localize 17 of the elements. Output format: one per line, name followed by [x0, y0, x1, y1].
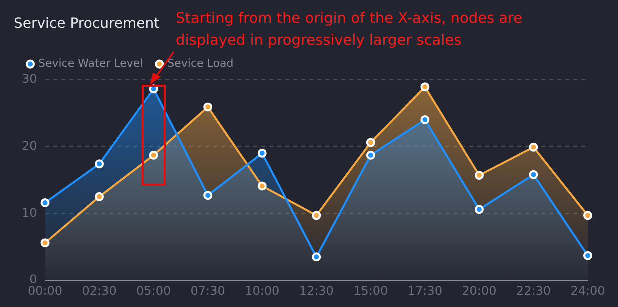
x-tick-label: 05:00: [136, 284, 172, 298]
x-tick-label: 12:30: [299, 284, 334, 298]
x-tick-label: 02:30: [82, 284, 117, 298]
y-tick-label: 10: [22, 206, 38, 220]
x-tick-label: 17:30: [408, 284, 442, 298]
text: Starting from the origin of the X-axis, nodes are displayed in progressively larger scales: [176, 10, 524, 51]
x-tick-label: 10:00: [245, 284, 280, 298]
legend-label: Sevice Load: [168, 57, 234, 70]
legend-label: Sevice Water Level: [38, 57, 144, 70]
chart-title: Service Procurement: [14, 16, 160, 32]
x-tick-label: 22:30: [516, 284, 552, 298]
x-tick-label: 15:00: [354, 284, 388, 298]
x-tick-label: 07:30: [190, 284, 226, 298]
y-tick-label: 20: [22, 138, 38, 153]
x-tick-label: 24:00: [570, 284, 606, 298]
y-tick-label: 30: [22, 72, 38, 86]
x-tick-label: 20:00: [462, 284, 497, 298]
